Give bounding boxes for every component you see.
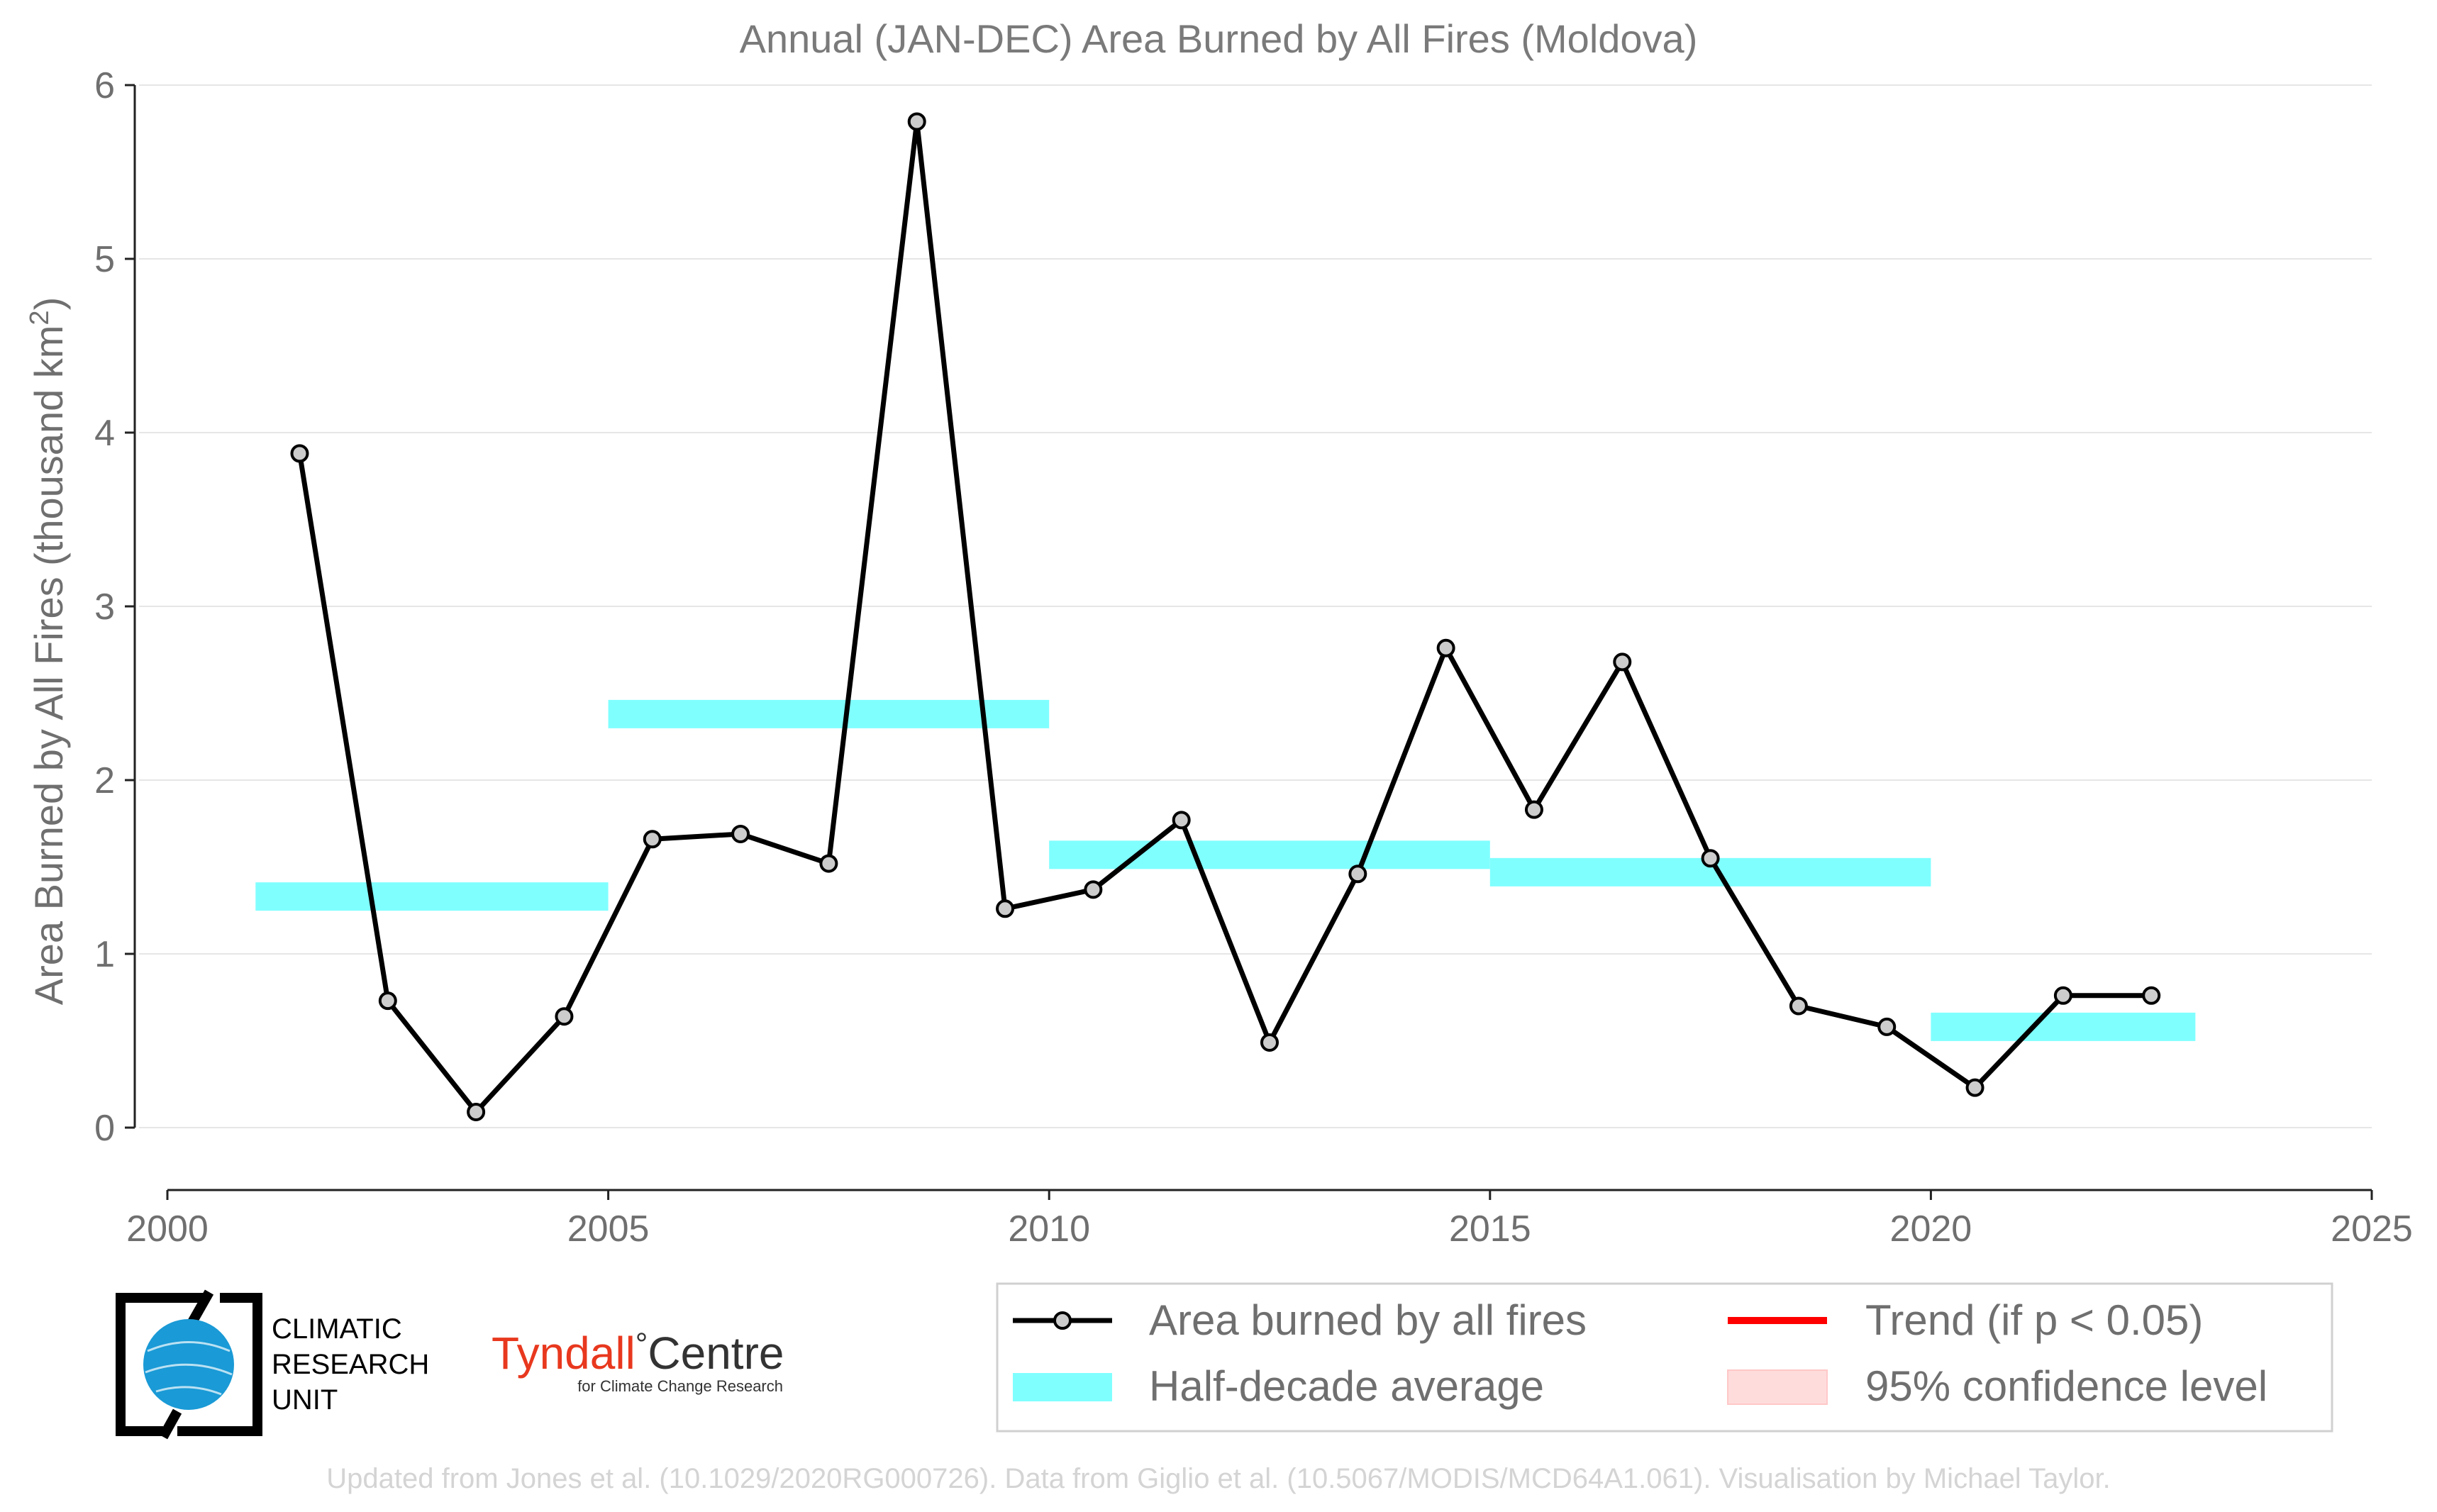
grid — [139, 84, 2372, 1128]
x-tick-label-2020: 2020 — [1890, 1208, 1972, 1250]
data-point-2009 — [996, 899, 1015, 918]
data-point-2001 — [290, 444, 309, 463]
data-point-2021 — [2053, 986, 2072, 1005]
tyndall-logo-main: Tyndall — [492, 1328, 635, 1379]
legend-label-band: Half-decade average — [1149, 1362, 1544, 1410]
y-axis-label-superscript: 2 — [25, 310, 55, 325]
data-point-2008 — [907, 112, 926, 131]
x-tick-label-2015: 2015 — [1449, 1208, 1531, 1250]
series-line-0 — [297, 118, 2152, 1115]
data-point-2011 — [1172, 811, 1191, 830]
cru-logo-frame-icon-right — [177, 1293, 262, 1436]
legend-marker-dot — [1053, 1311, 1072, 1330]
y-tick-label-4: 4 — [94, 413, 115, 454]
data-point-2022 — [2142, 986, 2161, 1005]
data-point-2006 — [731, 824, 750, 843]
data-point-2014 — [1436, 638, 1455, 657]
data-point-2005 — [643, 830, 662, 849]
y-tick-label-1: 1 — [94, 934, 115, 975]
data-point-2019 — [1877, 1017, 1897, 1036]
legend-band-swatch — [1013, 1373, 1112, 1401]
tyndall-logo-subtitle: for Climate Change Research — [577, 1377, 783, 1395]
footer-credit: Updated from Jones et al. (10.1029/2020R… — [326, 1463, 2110, 1494]
half-decade-band-2020 — [1931, 1012, 2196, 1041]
axes: 0 1 2 3 4 5 6 2000 2005 2010 2015 2020 2025 — [94, 65, 2413, 1250]
data-point-2018 — [1789, 996, 1808, 1016]
data-point-2015 — [1524, 800, 1543, 819]
data-point-2010 — [1084, 880, 1103, 899]
tyndall-logo-centre: Centre — [648, 1328, 784, 1379]
cru-logo-line-1: CLIMATIC — [272, 1313, 402, 1345]
data-point-2017 — [1701, 849, 1720, 868]
tyndall-logo: Tyndall°Centre for Climate Change Resear… — [492, 1327, 784, 1395]
tyndall-logo-degree: ° — [635, 1327, 648, 1362]
half-decade-band-2010 — [1049, 840, 1490, 869]
x-tick-label-2010: 2010 — [1008, 1208, 1090, 1250]
cru-logo-line-3: UNIT — [272, 1384, 338, 1416]
y-tick-label-6: 6 — [94, 65, 115, 106]
y-axis-label-main: Area Burned by All Fires (thousand km — [26, 326, 71, 1006]
data-point-2004 — [555, 1007, 574, 1026]
data-point-2002 — [378, 991, 397, 1011]
data-point-2007 — [819, 854, 838, 873]
y-tick-label-5: 5 — [94, 239, 115, 280]
legend-confidence-swatch — [1727, 1369, 1828, 1405]
svg-text:Tyndall°Centre: Tyndall°Centre — [492, 1327, 784, 1379]
x-tick-label-2000: 2000 — [126, 1208, 209, 1250]
cru-logo-frame-icon — [116, 1293, 208, 1436]
series-area-burned — [297, 118, 2152, 1115]
legend-label-trend: Trend (if p < 0.05) — [1865, 1296, 2203, 1344]
cru-logo-line-2: RESEARCH — [272, 1349, 429, 1380]
y-tick-label-0: 0 — [94, 1108, 115, 1149]
data-point-2016 — [1613, 652, 1632, 672]
half-decade-bands — [255, 699, 2196, 1041]
legend-label-confidence: 95% confidence level — [1865, 1362, 2267, 1410]
chart-title: Annual (JAN-DEC) Area Burned by All Fire… — [740, 16, 1698, 61]
half-decade-band-2005 — [608, 699, 1050, 728]
data-point-2003 — [467, 1102, 486, 1121]
y-axis-label: Area Burned by All Fires (thousand km2) — [25, 297, 71, 1005]
x-tick-label-2025: 2025 — [2331, 1208, 2413, 1250]
data-point-2013 — [1348, 865, 1367, 884]
data-point-2020 — [1965, 1078, 1984, 1097]
half-decade-band-2001 — [255, 882, 609, 911]
y-axis-label-close: ) — [26, 297, 71, 311]
series-markers — [290, 112, 2161, 1121]
cru-logo: CLIMATIC RESEARCH UNIT — [116, 1289, 429, 1440]
legend: Area burned by all fires Trend (if p < 0… — [996, 1282, 2333, 1433]
x-tick-label-2005: 2005 — [567, 1208, 650, 1250]
y-tick-label-3: 3 — [94, 587, 115, 628]
data-point-2012 — [1260, 1033, 1279, 1052]
y-tick-label-2: 2 — [94, 760, 115, 801]
legend-frame — [996, 1282, 2333, 1433]
legend-label-series: Area burned by all fires — [1149, 1296, 1587, 1344]
